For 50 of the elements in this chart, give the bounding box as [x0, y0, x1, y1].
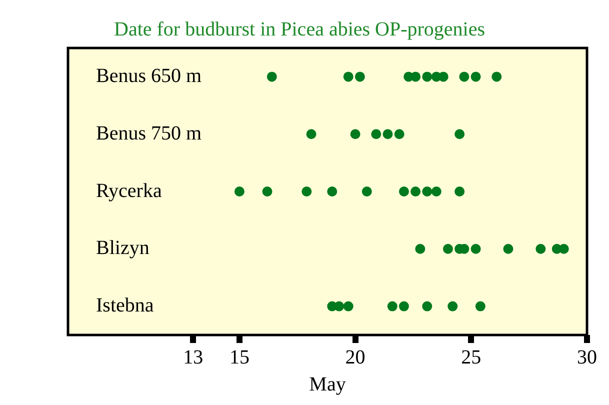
point	[492, 72, 502, 82]
x-tick-label: 15	[229, 346, 250, 368]
x-tick-label: 25	[461, 346, 482, 368]
point	[362, 186, 372, 196]
point	[302, 186, 312, 196]
point	[262, 186, 272, 196]
point	[234, 186, 244, 196]
point	[410, 186, 421, 196]
point	[398, 186, 409, 196]
y-tick-label: Rycerka	[96, 180, 162, 202]
point	[422, 301, 432, 312]
point	[422, 186, 432, 196]
point	[327, 301, 338, 312]
point	[382, 129, 393, 140]
point	[422, 72, 432, 82]
point	[404, 72, 414, 82]
x-tick-label: 30	[577, 346, 597, 368]
x-axis-title: May	[309, 373, 346, 396]
point	[475, 301, 486, 312]
point	[431, 72, 442, 82]
point	[343, 72, 354, 82]
x-tick-label: 13	[183, 346, 204, 368]
point	[387, 301, 398, 312]
point	[371, 129, 382, 140]
point	[448, 301, 458, 312]
point	[431, 186, 442, 196]
point	[503, 244, 514, 254]
point	[536, 244, 546, 254]
point	[454, 129, 465, 140]
point	[266, 72, 277, 82]
x-tick-label: 20	[345, 346, 366, 368]
point	[354, 72, 365, 82]
point	[415, 244, 426, 254]
y-tick-label: Blizyn	[96, 237, 150, 260]
point	[394, 129, 404, 140]
y-tick-label: Istebna	[96, 294, 154, 317]
y-tick-label: Benus 650 m	[96, 64, 202, 87]
chart-title: Date for budburst in Picea abies OP-progenies	[114, 18, 486, 40]
point	[398, 301, 409, 312]
y-tick-label: Benus 750 m	[96, 122, 202, 144]
point	[350, 129, 360, 140]
point	[552, 244, 562, 254]
point	[327, 186, 338, 196]
point	[459, 72, 470, 82]
point	[454, 186, 465, 196]
point	[442, 244, 453, 254]
point	[470, 244, 481, 254]
point	[343, 301, 354, 312]
point	[306, 129, 316, 140]
point	[470, 72, 481, 82]
